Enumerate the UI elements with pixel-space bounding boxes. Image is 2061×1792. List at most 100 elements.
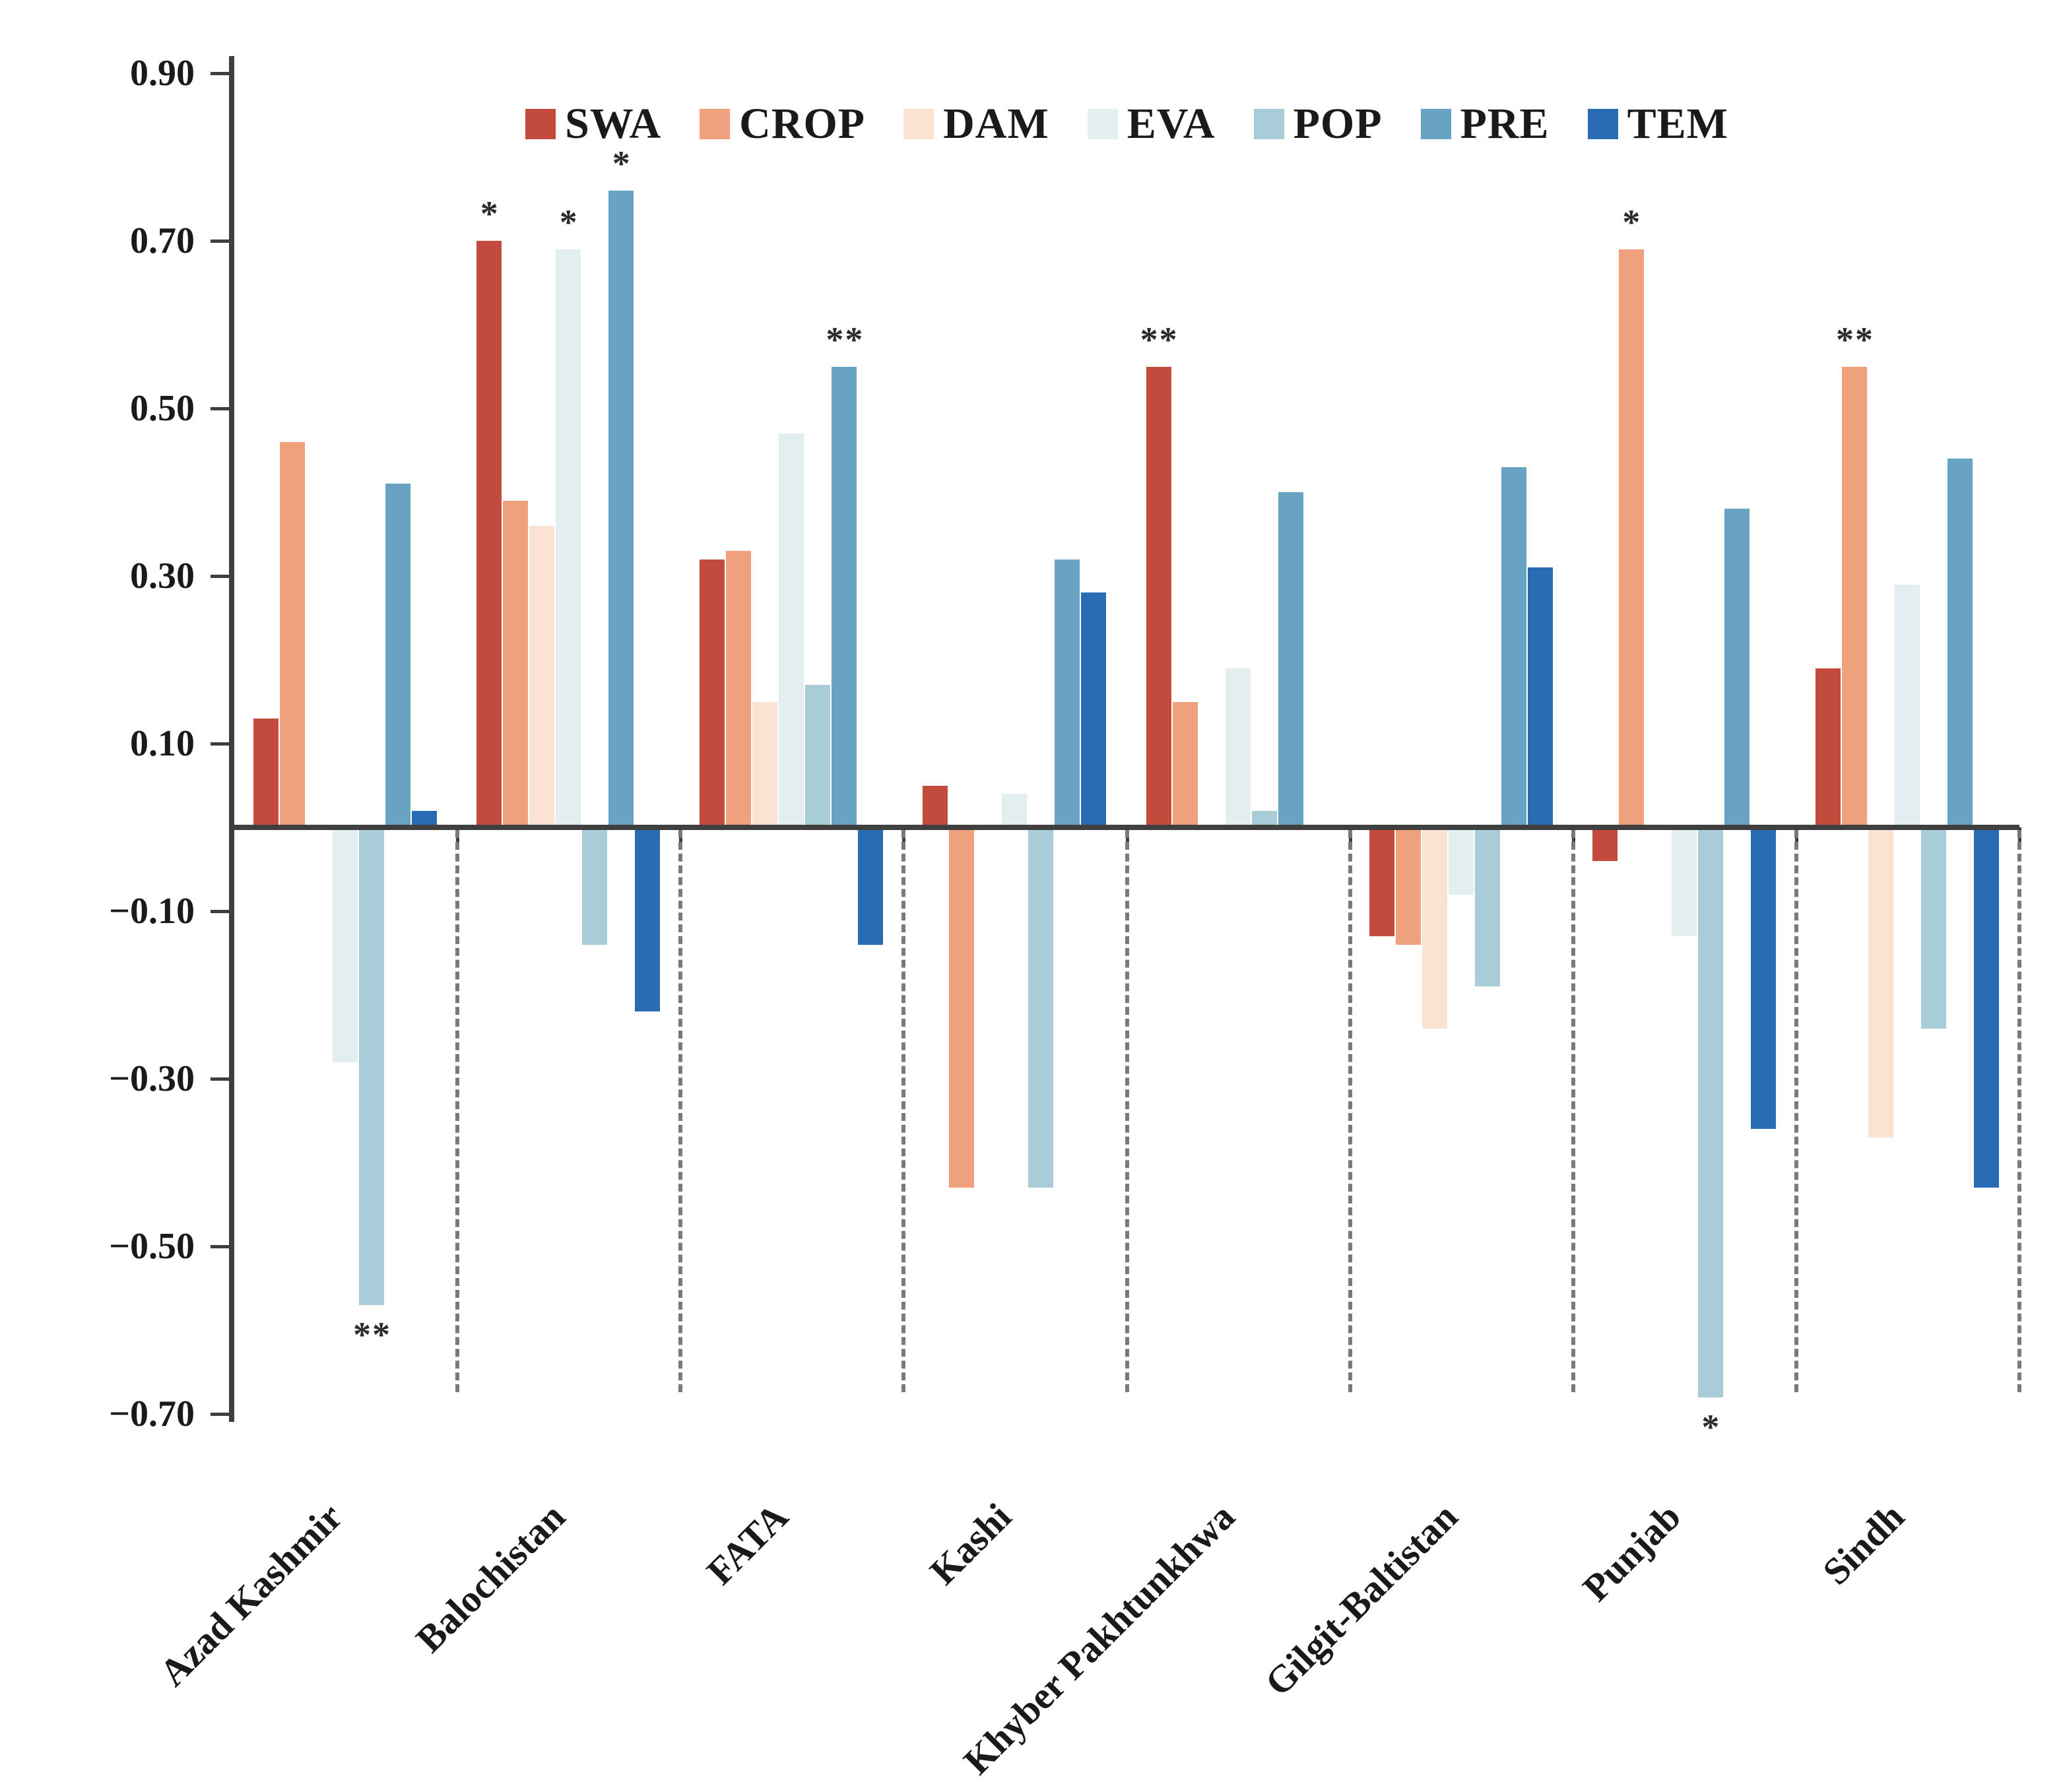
bar-eva-4[interactable] [1225,668,1251,825]
bar-pre-5[interactable] [1501,466,1526,825]
bar-pre-0[interactable] [385,484,411,825]
x-axis-line [229,825,2019,830]
significance-marker: * [1701,1407,1721,1447]
y-axis-tick [211,1413,229,1416]
x-axis-category-label: Gilgit-Baltistan [1257,1494,1466,1704]
bar-crop-1[interactable] [503,500,529,825]
bar-swa-4[interactable] [1146,366,1171,825]
bar-pop-4[interactable] [1251,810,1277,825]
bar-pop-5[interactable] [1474,830,1500,987]
legend-swatch-crop [700,109,731,139]
bar-crop-7[interactable] [1841,366,1867,825]
bar-eva-6[interactable] [1671,830,1697,937]
bar-tem-7[interactable] [1973,830,1999,1188]
bar-pop-3[interactable] [1028,830,1054,1188]
legend-item-crop: CROP [700,99,865,149]
legend-swatch-swa [525,109,556,139]
significance-marker: * [612,143,632,183]
y-axis-tick-label: 0.10 [130,723,195,764]
legend-swatch-dam [903,109,934,139]
bar-pop-7[interactable] [1920,830,1946,1029]
x-axis-category-label: FATA [698,1494,797,1593]
bar-crop-5[interactable] [1395,830,1421,945]
y-axis-tick [211,1077,229,1081]
x-axis-category-label: Balochistan [407,1494,573,1661]
group-separator-line [1794,830,1798,1392]
legend-swatch-pre [1420,109,1451,139]
y-axis-tick-label: 0.90 [130,53,195,94]
bar-eva-0[interactable] [333,830,358,1062]
bar-swa-5[interactable] [1369,830,1394,937]
legend-item-tem: TEM [1587,99,1728,149]
bar-eva-2[interactable] [779,433,804,825]
y-axis-tick-label: −0.50 [109,1226,195,1267]
bar-pre-6[interactable] [1724,509,1750,825]
legend-item-pop: POP [1253,99,1383,149]
bar-tem-0[interactable] [412,810,438,825]
bar-tem-1[interactable] [635,830,661,1012]
group-separator-line [678,830,683,1392]
bar-dam-2[interactable] [752,701,778,825]
bar-pop-0[interactable] [359,830,385,1305]
group-separator-line [2017,830,2021,1392]
legend-label: CROP [739,100,866,148]
legend-label: SWA [565,100,662,148]
bar-pre-2[interactable] [832,366,857,825]
bar-swa-2[interactable] [700,559,725,825]
bar-eva-3[interactable] [1002,794,1028,825]
bar-swa-6[interactable] [1592,830,1618,861]
bar-swa-0[interactable] [253,718,279,825]
bar-pop-2[interactable] [805,685,831,825]
legend-label: EVA [1127,100,1216,148]
y-axis-tick [211,575,229,578]
bar-tem-5[interactable] [1527,567,1553,825]
bar-pop-1[interactable] [582,830,608,945]
legend-item-swa: SWA [525,99,661,149]
bar-crop-6[interactable] [1618,249,1644,825]
bar-pre-1[interactable] [608,190,634,825]
bar-tem-3[interactable] [1081,592,1107,825]
bar-crop-0[interactable] [280,441,306,825]
group-separator-line [901,830,906,1392]
legend-label: PRE [1460,100,1550,148]
y-axis-tick-label: −0.10 [109,891,195,932]
bar-dam-1[interactable] [529,525,555,825]
legend-swatch-pop [1253,109,1284,139]
y-axis-tick [211,72,229,75]
significance-marker: * [480,194,500,234]
y-axis-tick [211,240,229,243]
y-axis-tick-label: 0.30 [130,556,195,596]
bar-swa-3[interactable] [923,785,948,825]
bar-tem-2[interactable] [858,830,884,945]
significance-marker: ** [353,1314,392,1355]
group-separator-line [455,830,460,1392]
bar-crop-4[interactable] [1172,701,1198,825]
bar-pre-7[interactable] [1947,459,1973,825]
bar-pre-4[interactable] [1278,492,1303,825]
group-separator-line [1125,830,1129,1392]
bar-crop-3[interactable] [949,830,975,1188]
group-separator-line [1571,830,1575,1392]
significance-marker: * [559,202,579,242]
bar-crop-2[interactable] [726,550,752,825]
y-axis-tick [211,742,229,746]
bar-eva-7[interactable] [1894,584,1920,825]
bar-pre-3[interactable] [1055,559,1080,825]
group-separator-line [1348,830,1352,1392]
significance-marker: * [1622,202,1642,242]
y-axis-tick [211,1245,229,1248]
bar-tem-6[interactable] [1750,830,1776,1130]
x-axis-category-label: Azad Kashmir [150,1494,350,1694]
bar-eva-1[interactable] [556,249,581,825]
x-axis-category-label: Sindh [1814,1494,1913,1593]
y-axis-line [229,56,234,1422]
bar-pop-6[interactable] [1697,830,1723,1397]
y-axis-tick-label: −0.70 [109,1393,195,1434]
bar-dam-7[interactable] [1868,830,1893,1137]
bar-swa-1[interactable] [476,241,502,825]
bar-eva-5[interactable] [1448,830,1474,895]
bar-swa-7[interactable] [1815,668,1841,825]
significance-marker: ** [1140,319,1179,360]
bar-dam-5[interactable] [1422,830,1447,1029]
